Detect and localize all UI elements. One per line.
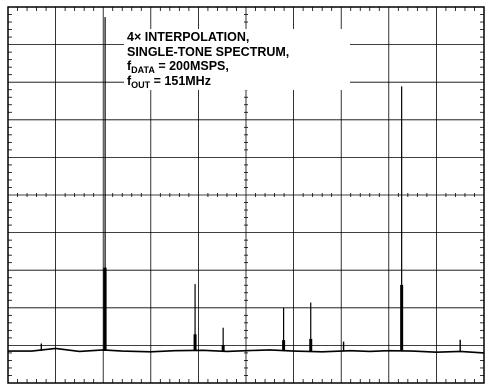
- annotation-line-2: SINGLE-TONE SPECTRUM,: [127, 44, 290, 59]
- annotation-box: 4× INTERPOLATION, SINGLE-TONE SPECTRUM, …: [124, 29, 350, 90]
- noise-floor-trace: [8, 347, 485, 354]
- trace: [8, 17, 485, 354]
- annotation-line-4: fOUT = 151MHz: [127, 73, 211, 90]
- annotation-line-3: fDATA = 200MSPS,: [127, 59, 229, 75]
- annotation-line-1: 4× INTERPOLATION,: [127, 30, 250, 44]
- grid: [7, 6, 485, 384]
